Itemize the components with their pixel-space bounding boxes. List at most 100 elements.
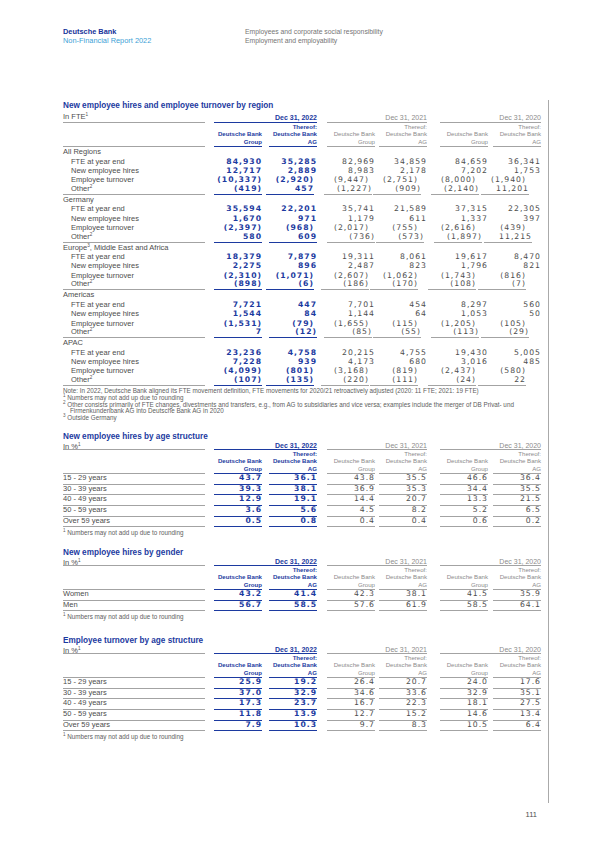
section-label: Europe3, Middle East and Africa [63, 243, 541, 252]
value-cell: (1,531) [214, 319, 262, 328]
column-header-spacer [63, 566, 205, 590]
row-label: New employee hires [63, 261, 205, 270]
value-cell: 18,379 [214, 252, 262, 261]
value-cell: 35,594 [214, 204, 262, 213]
row-label: Other2 [63, 376, 205, 386]
value-cell: 8,983 [327, 166, 375, 175]
note-line: 3 Outside Germany [63, 415, 541, 422]
value-cell: (968) [266, 223, 314, 232]
value-cell: (24) [428, 376, 476, 386]
value-cell: (1,227) [324, 185, 372, 195]
table-4: Employee turnover by age structureIn %1D… [63, 636, 541, 741]
year-header: Dec 31, 2022 [214, 442, 317, 450]
row-label: New employee hires [63, 357, 205, 366]
value-cell: 580 [214, 233, 262, 243]
year-header-row: In FTE1Dec 31, 2022Dec 31, 2021Dec 31, 2… [63, 113, 541, 123]
value-cell: 0.5 [214, 517, 262, 528]
page-number: 111 [500, 810, 537, 819]
value-cell: (7) [478, 280, 526, 290]
section-row: Europe3, Middle East and Africa [63, 243, 541, 252]
table-1: New employee hires and employee turnover… [63, 101, 541, 422]
table-notes: 1 Numbers may not add up due to rounding [63, 614, 541, 621]
year-header: Dec 31, 2021 [327, 558, 427, 566]
value-cell: 1,544 [214, 309, 262, 318]
data-row: New employee hires2,2758962,4878231,7968… [63, 261, 541, 270]
data-row: FTE at year end35,59422,20135,74121,5893… [63, 204, 541, 213]
value-cell: 37,315 [440, 204, 488, 213]
value-cell: 11,201 [481, 185, 529, 195]
data-row: Employee turnover(2,397)(968)(2,017)(755… [63, 223, 541, 232]
unit-label: In %1 [63, 647, 205, 654]
value-cell: (135) [266, 376, 314, 386]
value-cell: 485 [493, 357, 541, 366]
data-row: New employee hires7,2289394,1736803,0164… [63, 357, 541, 366]
row-label: Over 59 years [63, 721, 205, 732]
col-header-group: Deutsche BankGroup [214, 123, 262, 147]
data-row: New employee hires1,544841,144641,05350 [63, 309, 541, 318]
data-row: New employee hires12,7172,8898,9832,1787… [63, 166, 541, 175]
data-row: Other2580609(736)(573)(1,897)11,215 [63, 232, 541, 242]
section-row: All Regions [63, 147, 541, 156]
value-cell: (12) [269, 328, 317, 338]
data-row: FTE at year end23,2364,75820,2154,75519,… [63, 347, 541, 356]
value-cell: 2,178 [379, 166, 427, 175]
col-header-ag: Thereof:Deutsche BankAG [379, 123, 427, 147]
value-cell: 0.8 [269, 517, 317, 528]
value-cell: 19,617 [440, 252, 488, 261]
column-header-spacer [63, 450, 205, 474]
column-header-row: Deutsche BankGroup Thereof:Deutsche BankA… [63, 123, 541, 147]
year-header: Dec 31, 2021 [327, 114, 427, 123]
value-cell: 84 [269, 309, 317, 318]
value-cell: 0.6 [440, 517, 488, 528]
row-label: Men [63, 601, 205, 612]
value-cell: 5,005 [493, 348, 541, 357]
data-row: New employee hires1,6709711,1796111,3373… [63, 214, 541, 223]
col-header-ag: Thereof:Deutsche BankAG [269, 654, 317, 678]
note-line: 1 Numbers may not add up due to rounding [63, 734, 541, 741]
value-cell: (755) [370, 223, 418, 232]
value-cell: (2,616) [428, 223, 476, 232]
value-cell: 2,889 [269, 166, 317, 175]
row-label: New employee hires [63, 214, 205, 223]
value-cell: (439) [478, 223, 526, 232]
value-cell: 1,053 [440, 309, 488, 318]
value-cell: 84,930 [214, 157, 262, 166]
brand-name: Deutsche Bank [63, 27, 151, 36]
value-cell: 64.1 [493, 601, 541, 612]
row-label: Other2 [63, 328, 205, 338]
value-cell: (107) [214, 376, 262, 386]
value-cell: (736) [327, 233, 375, 243]
value-cell: 560 [493, 300, 541, 309]
data-row: FTE at year end84,93035,28582,96934,8598… [63, 156, 541, 165]
row-label: FTE at year end [63, 157, 205, 166]
section-label: Germany [63, 195, 541, 204]
table-title: New employee hires by age structure [63, 432, 541, 441]
col-header-ag: Thereof:Deutsche BankAG [269, 123, 317, 147]
value-cell: 7,202 [440, 166, 488, 175]
row-label: New employee hires [63, 166, 205, 175]
value-cell: 50 [493, 309, 541, 318]
column-header-row: Deutsche BankGroupThereof:Deutsche BankA… [63, 450, 541, 474]
row-label: Over 59 years [63, 517, 205, 528]
value-cell: 896 [269, 261, 317, 270]
year-header: Dec 31, 2022 [214, 114, 317, 123]
value-cell: 57.6 [327, 601, 375, 612]
value-cell: 8,470 [493, 252, 541, 261]
column-header-row: Deutsche BankGroupThereof:Deutsche BankA… [63, 654, 541, 678]
value-cell: 7 [214, 328, 262, 338]
value-cell: 0.4 [327, 517, 375, 528]
year-header: Dec 31, 2020 [440, 114, 541, 123]
value-cell: 2,487 [327, 261, 375, 270]
row-label: Other2 [63, 280, 205, 290]
table-title: Employee turnover by age structure [63, 636, 541, 645]
value-cell: (898) [214, 280, 262, 290]
value-cell: 2,275 [214, 261, 262, 270]
row-label: Employee turnover [63, 223, 205, 232]
value-cell: 22 [478, 376, 526, 386]
year-header: Dec 31, 2022 [214, 646, 317, 654]
value-cell: 7.9 [214, 721, 262, 732]
note-line: 2 Other consists primarily of FTE change… [63, 402, 541, 415]
value-cell: 609 [269, 233, 317, 243]
value-cell: 1,796 [440, 261, 488, 270]
value-cell: 0.4 [379, 517, 427, 528]
